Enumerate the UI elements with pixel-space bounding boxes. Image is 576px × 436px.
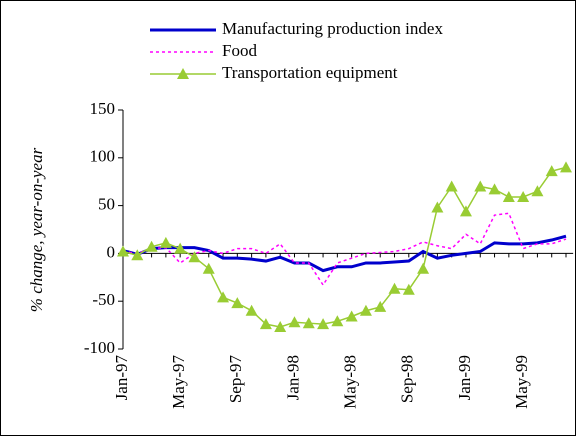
y-axis-label: % change, year-on-year [27,147,46,312]
y-tick-label: 100 [90,147,116,166]
marker [474,180,487,192]
y-tick-label: 0 [107,242,116,261]
y-tick-label: -100 [84,338,115,357]
marker [288,316,301,328]
marker [388,282,401,294]
marker [174,242,187,254]
legend-marker [177,68,189,79]
marker [131,249,144,261]
marker [545,165,558,177]
y-tick-label: 150 [90,99,116,118]
x-tick-label: Sep-98 [398,355,417,403]
marker [217,291,230,303]
marker [402,283,415,295]
marker [245,304,258,316]
x-tick-label: Jan-99 [455,355,474,400]
legend-label: Transportation equipment [222,63,398,82]
marker [431,201,444,213]
marker [359,304,372,316]
marker [317,318,330,330]
marker [145,240,158,252]
marker [117,245,129,257]
marker [445,180,458,192]
x-tick-label: May-98 [341,355,360,409]
x-tick-label: May-99 [512,355,531,409]
marker [417,262,430,274]
marker [159,236,172,248]
marker [374,300,387,312]
marker [274,321,287,333]
marker [488,183,501,195]
x-tick-label: Jan-98 [283,355,302,400]
marker [231,297,244,309]
y-tick-label: -50 [92,290,115,309]
legend-label: Manufacturing production index [222,19,443,38]
y-tick-label: 50 [98,195,115,214]
x-tick-label: May-97 [169,355,188,409]
x-tick-label: Jan-97 [112,355,131,401]
legend-label: Food [222,41,257,60]
marker [331,315,344,327]
marker [531,185,544,197]
marker [502,190,515,202]
marker [517,190,530,202]
marker [560,161,572,173]
marker [302,317,315,329]
marker [188,251,201,263]
marker [459,205,472,217]
series-line [122,212,567,287]
series-line [122,234,567,273]
marker [345,310,358,322]
x-tick-label: Sep-97 [226,355,245,404]
marker [202,262,215,274]
marker [259,318,272,330]
